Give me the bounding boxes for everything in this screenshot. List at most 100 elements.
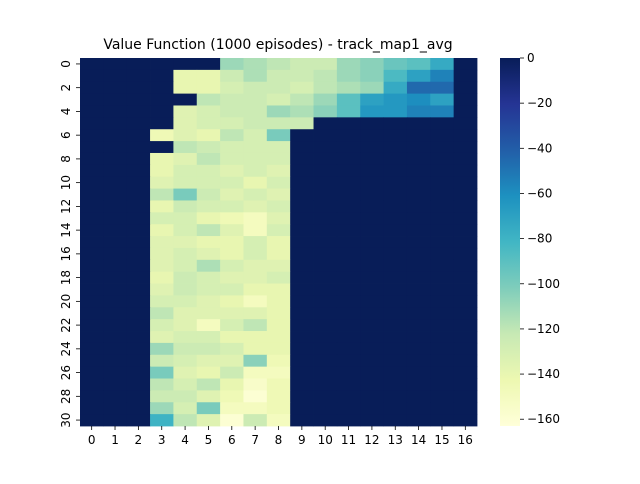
heatmap-cell	[383, 307, 408, 320]
heatmap-cell	[336, 354, 361, 368]
heatmap-cell	[150, 283, 174, 296]
heatmap-cell	[383, 402, 408, 415]
heatmap-cell	[313, 200, 338, 213]
heatmap-cell	[266, 212, 291, 225]
heatmap-cell	[453, 129, 478, 142]
heatmap-cell	[126, 283, 151, 296]
heatmap-cell	[406, 366, 431, 379]
heatmap-cell	[336, 105, 361, 118]
heatmap-cell	[126, 378, 151, 391]
heatmap-cell	[103, 200, 128, 213]
heatmap-cell	[103, 117, 128, 130]
heatmap-cell	[266, 188, 291, 201]
heatmap-cell	[243, 259, 268, 273]
heatmap-cell	[360, 259, 384, 273]
heatmap-cell	[243, 319, 268, 332]
heatmap-cell	[266, 81, 291, 95]
heatmap-cell	[220, 366, 244, 379]
heatmap-cell	[430, 236, 455, 249]
heatmap-cell	[173, 342, 198, 356]
heatmap-cell	[196, 414, 221, 427]
heatmap-cell	[196, 283, 221, 296]
heatmap-cell	[196, 378, 221, 391]
heatmap-cell	[266, 390, 291, 403]
heatmap-cell	[196, 366, 221, 379]
heatmap-cell	[103, 81, 128, 95]
heatmap-cell	[220, 414, 244, 427]
heatmap-cell	[150, 164, 174, 178]
heatmap-cell	[290, 69, 314, 83]
heatmap-cell	[290, 319, 314, 332]
heatmap-cell	[383, 224, 408, 237]
heatmap-cell	[266, 105, 291, 118]
heatmap-cell	[430, 354, 455, 368]
heatmap-cell	[290, 164, 314, 178]
heatmap-cell	[383, 271, 408, 284]
y-tick-label: 22	[59, 317, 73, 332]
heatmap-cell	[383, 188, 408, 201]
heatmap-cell	[383, 247, 408, 261]
heatmap-cell	[196, 390, 221, 403]
heatmap-cell	[220, 58, 244, 71]
y-tick-label: 0	[59, 60, 73, 68]
heatmap-cell	[360, 141, 384, 154]
heatmap-cell	[80, 319, 104, 332]
heatmap-cell	[266, 129, 291, 142]
heatmap-cell	[173, 81, 198, 95]
heatmap-cell	[430, 93, 455, 106]
heatmap-cell	[173, 117, 198, 130]
heatmap-cell	[126, 200, 151, 213]
heatmap-cell	[103, 129, 128, 142]
heatmap-cell	[360, 378, 384, 391]
heatmap-cell	[103, 366, 128, 379]
heatmap-cell	[266, 342, 291, 356]
heatmap-cell	[453, 200, 478, 213]
heatmap-cell	[360, 390, 384, 403]
heatmap-cell	[150, 414, 174, 427]
heatmap-cell	[430, 378, 455, 391]
heatmap-cell	[220, 200, 244, 213]
heatmap-cell	[173, 58, 198, 71]
heatmap-cell	[266, 93, 291, 106]
heatmap-cell	[196, 295, 221, 308]
heatmap-cell	[383, 283, 408, 296]
heatmap-cell	[313, 247, 338, 261]
heatmap-cell	[266, 247, 291, 261]
heatmap-cell	[290, 236, 314, 249]
heatmap-cell	[80, 129, 104, 142]
y-tick-label: 18	[59, 270, 73, 285]
y-tick-label: 10	[59, 175, 73, 190]
heatmap-cell	[360, 58, 384, 71]
heatmap-cell	[336, 224, 361, 237]
x-tick-label: 10	[318, 433, 333, 447]
x-tick-label: 1	[111, 433, 119, 447]
heatmap-cell	[173, 93, 198, 106]
heatmap-cell	[150, 129, 174, 142]
heatmap-cell	[126, 81, 151, 95]
heatmap-cell	[266, 283, 291, 296]
heatmap-cell	[220, 69, 244, 83]
heatmap-cell	[126, 93, 151, 106]
heatmap-cell	[453, 390, 478, 403]
heatmap-cell	[406, 342, 431, 356]
heatmap-cell	[126, 141, 151, 154]
heatmap-cell	[360, 188, 384, 201]
heatmap-cell	[406, 141, 431, 154]
heatmap-cell	[430, 319, 455, 332]
heatmap-cell	[126, 402, 151, 415]
heatmap-cell	[406, 117, 431, 130]
heatmap-cell	[80, 212, 104, 225]
heatmap-cell	[290, 141, 314, 154]
heatmap-cell	[103, 319, 128, 332]
heatmap-cell	[336, 247, 361, 261]
heatmap-cell	[313, 354, 338, 368]
heatmap-cell	[196, 402, 221, 415]
y-tick-label: 12	[59, 199, 73, 214]
heatmap-cell	[430, 366, 455, 379]
x-tick-label: 9	[298, 433, 306, 447]
heatmap-cell	[360, 117, 384, 130]
y-tick-label: 16	[59, 246, 73, 261]
heatmap-cell	[150, 200, 174, 213]
heatmap-cell	[80, 236, 104, 249]
heatmap-cell	[336, 129, 361, 142]
